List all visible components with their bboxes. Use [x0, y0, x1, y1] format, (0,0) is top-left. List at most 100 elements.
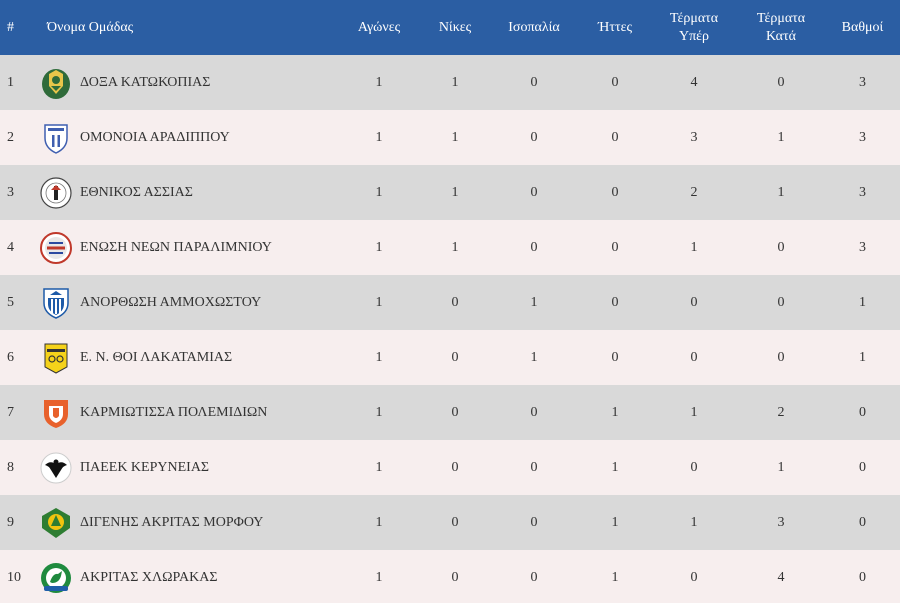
- karmiotissa-crest: [39, 396, 73, 430]
- goals-against-cell: 0: [777, 74, 785, 90]
- team-link[interactable]: ΚΑΡΜΙΩΤΙΣΣΑ ΠΟΛΕΜΙΔΙΩΝ: [39, 396, 337, 430]
- team-link[interactable]: ΕΘΝΙΚΟΣ ΑΣΣΙΑΣ: [39, 176, 337, 210]
- losses-cell: 0: [611, 349, 619, 365]
- wins-cell: 0: [451, 514, 459, 530]
- team-cell[interactable]: ΕΝΩΣΗ ΝΕΩΝ ΠΑΡΑΛΙΜΝΙΟΥ: [37, 220, 337, 275]
- team-cell[interactable]: ΚΑΡΜΙΩΤΙΣΣΑ ΠΟΛΕΜΙΔΙΩΝ: [37, 385, 337, 440]
- points-cell: 0: [859, 514, 866, 530]
- team-name[interactable]: ΠΑΕΕΚ ΚΕΡΥΝΕΙΑΣ: [80, 459, 210, 475]
- header-points[interactable]: Βαθμοί: [841, 19, 884, 35]
- played-cell: 1: [375, 514, 383, 530]
- team-link[interactable]: ΔΟΞΑ ΚΑΤΩΚΟΠΙΑΣ: [39, 66, 337, 100]
- points-cell: 1: [859, 294, 866, 310]
- goals-for-cell: 4: [690, 74, 698, 90]
- wins-cell: 0: [451, 349, 459, 365]
- goals-against-cell: 0: [777, 239, 785, 255]
- team-cell[interactable]: ΑΝΟΡΘΩΣΗ ΑΜΜΟΧΩΣΤΟΥ: [37, 275, 337, 330]
- table-row: 6 Ε. Ν. ΘΟΙ ΛΑΚΑΤΑΜΙΑΣ 1 0 1 0 0 0 1: [0, 330, 900, 385]
- goals-against-cell: 4: [777, 569, 785, 585]
- team-link[interactable]: ΕΝΩΣΗ ΝΕΩΝ ΠΑΡΑΛΙΜΝΙΟΥ: [39, 231, 337, 265]
- team-name[interactable]: ΑΝΟΡΘΩΣΗ ΑΜΜΟΧΩΣΤΟΥ: [80, 294, 262, 310]
- losses-cell: 0: [611, 74, 619, 90]
- doxa-katokopias-crest: [39, 66, 73, 100]
- rank-cell: 2: [7, 129, 14, 145]
- goals-for-cell: 1: [690, 239, 698, 255]
- draws-cell: 1: [530, 294, 538, 310]
- header-goals-for-line2: Υπέρ: [678, 28, 710, 44]
- goals-against-cell: 0: [777, 349, 785, 365]
- points-cell: 0: [859, 459, 866, 475]
- goals-for-cell: 1: [690, 404, 698, 420]
- table-row: 5 ΑΝΟΡΘΩΣΗ ΑΜΜΟΧΩΣΤΟΥ 1 0 1 0 0 0 1: [0, 275, 900, 330]
- team-link[interactable]: ΟΜΟΝΟΙΑ ΑΡΑΔΙΠΠΟΥ: [39, 121, 337, 155]
- goals-against-cell: 0: [777, 294, 785, 310]
- table-row: 2 ΟΜΟΝΟΙΑ ΑΡΑΔΙΠΠΟΥ 1 1 0 0 3 1 3: [0, 110, 900, 165]
- header-played[interactable]: Αγώνες: [357, 19, 401, 35]
- team-link[interactable]: ΑΚΡΙΤΑΣ ΧΛΩΡΑΚΑΣ: [39, 561, 337, 595]
- team-link[interactable]: ΔΙΓΕΝΗΣ ΑΚΡΙΤΑΣ ΜΟΡΦΟΥ: [39, 506, 337, 540]
- header-team-name[interactable]: Όνομα Ομάδας: [47, 19, 134, 35]
- header-losses[interactable]: Ήττες: [598, 19, 632, 35]
- team-cell[interactable]: ΔΟΞΑ ΚΑΤΩΚΟΠΙΑΣ: [37, 55, 337, 110]
- losses-cell: 0: [611, 129, 619, 145]
- losses-cell: 1: [611, 459, 619, 475]
- team-link[interactable]: ΑΝΟΡΘΩΣΗ ΑΜΜΟΧΩΣΤΟΥ: [39, 286, 337, 320]
- team-cell[interactable]: ΕΘΝΙΚΟΣ ΑΣΣΙΑΣ: [37, 165, 337, 220]
- header-goals-against[interactable]: Τέρματα Κατά: [737, 0, 825, 55]
- losses-cell: 0: [611, 239, 619, 255]
- rank-cell: 6: [7, 349, 14, 365]
- team-name[interactable]: ΑΚΡΙΤΑΣ ΧΛΩΡΑΚΑΣ: [80, 569, 218, 585]
- anorthosis-crest: [39, 286, 73, 320]
- header-goals-against-line2: Κατά: [766, 28, 796, 44]
- played-cell: 1: [375, 129, 383, 145]
- draws-cell: 0: [530, 129, 538, 145]
- rank-cell: 3: [7, 184, 14, 200]
- header-draws[interactable]: Ισοπαλία: [508, 19, 560, 35]
- team-cell[interactable]: ΑΚΡΙΤΑΣ ΧΛΩΡΑΚΑΣ: [37, 550, 337, 603]
- team-name[interactable]: ΔΟΞΑ ΚΑΤΩΚΟΠΙΑΣ: [80, 74, 211, 90]
- akritas-chlorakas-crest: [39, 561, 73, 595]
- goals-against-cell: 1: [777, 129, 785, 145]
- goals-against-cell: 1: [777, 184, 785, 200]
- team-cell[interactable]: ΔΙΓΕΝΗΣ ΑΚΡΙΤΑΣ ΜΟΡΦΟΥ: [37, 495, 337, 550]
- goals-for-cell: 3: [690, 129, 698, 145]
- team-link[interactable]: Ε. Ν. ΘΟΙ ΛΑΚΑΤΑΜΙΑΣ: [39, 341, 337, 375]
- header-rank[interactable]: #: [7, 19, 14, 35]
- table-row: 10 ΑΚΡΙΤΑΣ ΧΛΩΡΑΚΑΣ 1 0 0 1 0 4 0: [0, 550, 900, 603]
- header-goals-for[interactable]: Τέρματα Υπέρ: [651, 0, 737, 55]
- rank-cell: 7: [7, 404, 14, 420]
- losses-cell: 1: [611, 404, 619, 420]
- team-name[interactable]: ΔΙΓΕΝΗΣ ΑΚΡΙΤΑΣ ΜΟΡΦΟΥ: [80, 514, 264, 530]
- team-name[interactable]: ΕΝΩΣΗ ΝΕΩΝ ΠΑΡΑΛΙΜΝΙΟΥ: [80, 239, 272, 255]
- team-cell[interactable]: ΟΜΟΝΟΙΑ ΑΡΑΔΙΠΠΟΥ: [37, 110, 337, 165]
- team-name[interactable]: Ε. Ν. ΘΟΙ ΛΑΚΑΤΑΜΙΑΣ: [80, 349, 233, 365]
- team-cell[interactable]: Ε. Ν. ΘΟΙ ΛΑΚΑΤΑΜΙΑΣ: [37, 330, 337, 385]
- played-cell: 1: [375, 349, 383, 365]
- team-name[interactable]: ΚΑΡΜΙΩΤΙΣΣΑ ΠΟΛΕΜΙΔΙΩΝ: [80, 404, 268, 420]
- losses-cell: 0: [611, 294, 619, 310]
- draws-cell: 0: [530, 404, 538, 420]
- goals-against-cell: 2: [777, 404, 785, 420]
- draws-cell: 1: [530, 349, 538, 365]
- played-cell: 1: [375, 294, 383, 310]
- header-wins[interactable]: Νίκες: [438, 19, 472, 35]
- rank-cell: 5: [7, 294, 14, 310]
- goals-for-cell: 0: [690, 294, 698, 310]
- played-cell: 1: [375, 184, 383, 200]
- team-name[interactable]: ΕΘΝΙΚΟΣ ΑΣΣΙΑΣ: [80, 184, 193, 200]
- wins-cell: 1: [451, 74, 459, 90]
- rank-cell: 1: [7, 74, 14, 90]
- table-row: 3 ΕΘΝΙΚΟΣ ΑΣΣΙΑΣ 1 1 0 0 2 1 3: [0, 165, 900, 220]
- team-link[interactable]: ΠΑΕΕΚ ΚΕΡΥΝΕΙΑΣ: [39, 451, 337, 485]
- rank-cell: 10: [7, 569, 21, 585]
- rank-cell: 8: [7, 459, 14, 475]
- points-cell: 3: [859, 239, 866, 255]
- team-name[interactable]: ΟΜΟΝΟΙΑ ΑΡΑΔΙΠΠΟΥ: [80, 129, 230, 145]
- goals-for-cell: 0: [690, 349, 698, 365]
- draws-cell: 0: [530, 514, 538, 530]
- goals-for-cell: 0: [690, 569, 698, 585]
- losses-cell: 0: [611, 184, 619, 200]
- goals-against-cell: 1: [777, 459, 785, 475]
- team-cell[interactable]: ΠΑΕΕΚ ΚΕΡΥΝΕΙΑΣ: [37, 440, 337, 495]
